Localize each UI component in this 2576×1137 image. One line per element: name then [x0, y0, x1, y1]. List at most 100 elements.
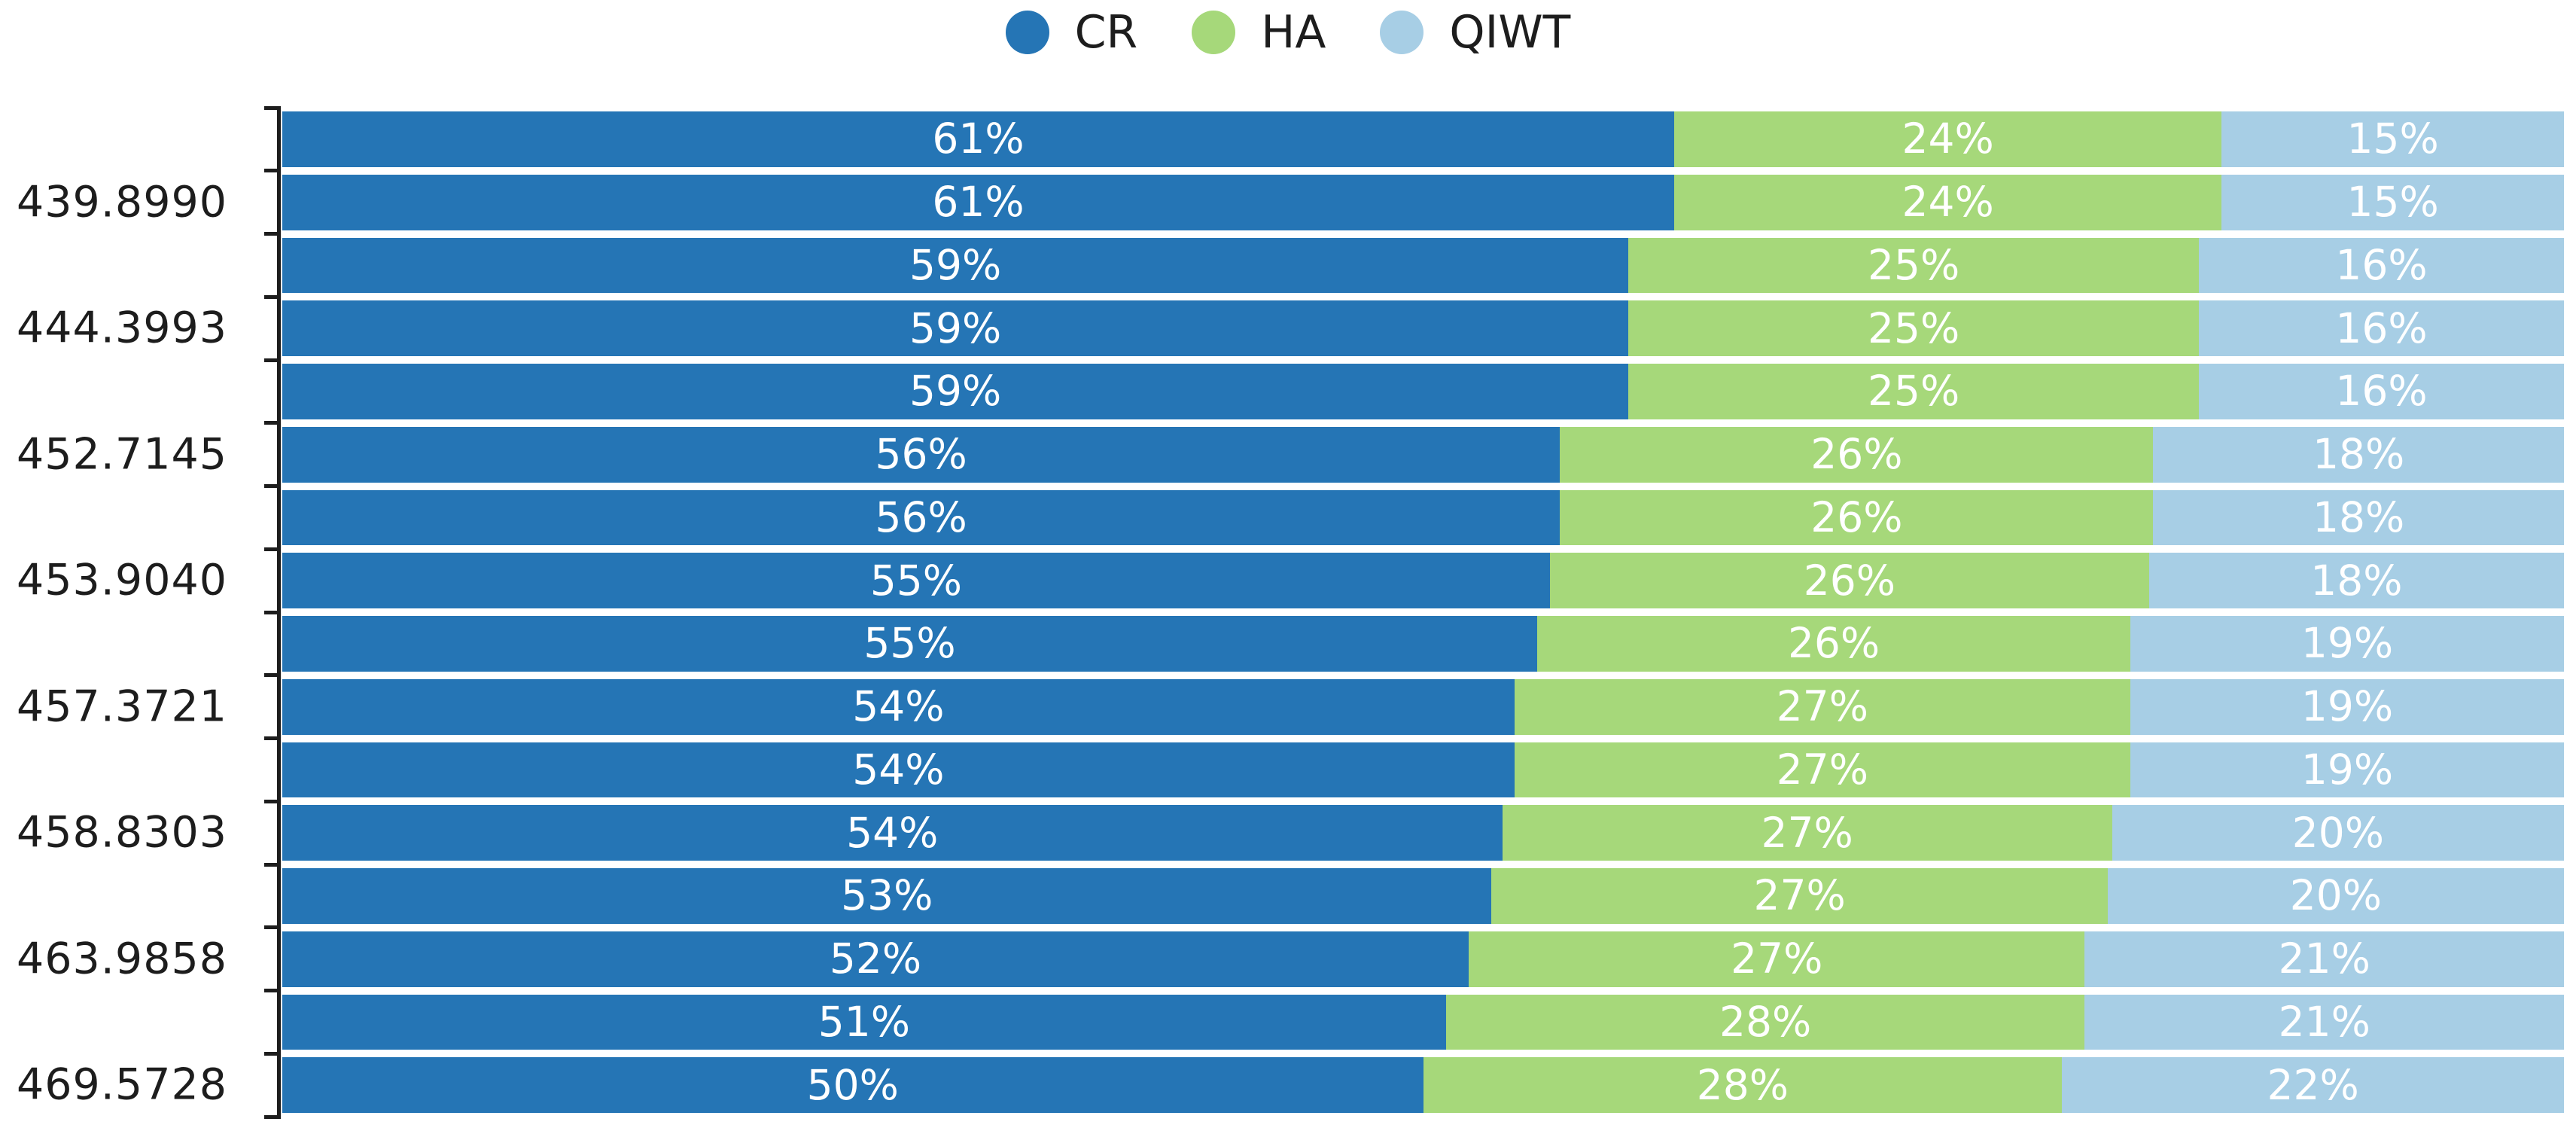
bar-segment-value-label: 27% [1761, 808, 1853, 857]
bar-segment-ha: 27% [1514, 678, 2131, 735]
bar-segment-value-label: 16% [2335, 240, 2428, 289]
bar-segment-cr: 50% [282, 1057, 1423, 1113]
bar-segment-value-label: 21% [2278, 934, 2370, 983]
bar-segment-qiwt: 19% [2130, 616, 2564, 672]
y-axis-tick [264, 736, 281, 740]
bar-segment-value-label: 54% [852, 682, 945, 731]
bar-row: 55% 26% 19% [282, 616, 2564, 672]
bar-segment-value-label: 15% [2346, 178, 2439, 227]
bar-row: 61% 24% 15% [282, 111, 2564, 167]
legend: CR HA QIWT [0, 6, 2576, 59]
y-axis-tick [264, 169, 281, 173]
bar-segment-value-label: 19% [2300, 682, 2394, 731]
bar-segment-cr: 53% [282, 868, 1492, 924]
bar-segment-value-label: 16% [2335, 303, 2428, 352]
y-axis-tick-label: 469.5728 [17, 1059, 227, 1110]
bar-segment-qiwt: 15% [2221, 111, 2564, 167]
bar-segment-cr: 51% [282, 994, 1446, 1050]
y-axis-tick [264, 799, 281, 803]
y-axis-tick-label: 457.3721 [17, 681, 227, 732]
bar-segment-value-label: 26% [1810, 430, 1903, 479]
bar-segment-qiwt: 18% [2153, 489, 2564, 546]
bar-segment-value-label: 26% [1803, 556, 1895, 605]
y-axis-tick-label: 439.8990 [17, 177, 227, 227]
bar-row: 53% 27% 20% [282, 868, 2564, 924]
y-axis-tick-label: 463.9858 [17, 934, 227, 984]
bar-segment-ha: 27% [1491, 868, 2108, 924]
bar-segment-value-label: 54% [846, 808, 939, 857]
bar-segment-value-label: 54% [852, 745, 945, 794]
bar-segment-value-label: 27% [1776, 745, 1869, 794]
y-axis-tick [264, 105, 281, 110]
bar-segment-value-label: 27% [1731, 934, 1823, 983]
bar-segment-ha: 28% [1423, 1057, 2063, 1113]
y-axis-tick [264, 862, 281, 867]
bar-row: 52% 27% 21% [282, 931, 2564, 987]
bar-segment-qiwt: 20% [2112, 805, 2564, 861]
bar-segment-cr: 61% [282, 174, 1674, 230]
legend-marker-qiwt [1380, 11, 1424, 54]
y-axis-tick-label: 453.9040 [17, 555, 227, 605]
bar-row: 50% 28% 22% [282, 1057, 2564, 1113]
legend-marker-cr [1005, 11, 1049, 54]
legend-item-cr: CR [1005, 6, 1138, 59]
bar-segment-ha: 24% [1673, 174, 2222, 230]
bar-segment-value-label: 59% [909, 367, 1002, 416]
bar-segment-value-label: 20% [2291, 808, 2385, 857]
bar-segment-value-label: 28% [1696, 1060, 1789, 1109]
legend-item-ha: HA [1192, 10, 1326, 55]
bar-row: 59% 25% 16% [282, 300, 2564, 356]
bar-segment-value-label: 28% [1719, 997, 1812, 1046]
bar-segment-value-label: 50% [806, 1060, 899, 1109]
y-axis-tick-label: 452.7145 [17, 429, 227, 480]
bar-segment-qiwt: 15% [2221, 174, 2564, 230]
bar-segment-value-label: 51% [818, 997, 911, 1046]
bar-segment-value-label: 19% [2300, 619, 2394, 668]
bar-segment-value-label: 55% [863, 619, 956, 668]
bar-segment-ha: 26% [1549, 553, 2149, 608]
bar-segment-cr: 54% [282, 742, 1515, 798]
y-axis-tick [264, 1114, 281, 1119]
bar-segment-value-label: 25% [1868, 367, 1960, 416]
bar-segment-value-label: 24% [1902, 114, 1994, 163]
bar-row: 59% 25% 16% [282, 237, 2564, 294]
y-axis-tick [264, 232, 281, 236]
bar-segment-value-label: 19% [2300, 745, 2394, 794]
bar-segment-value-label: 16% [2335, 367, 2428, 416]
bar-segment-ha: 24% [1673, 111, 2222, 167]
bar-segment-value-label: 61% [932, 114, 1025, 163]
bar-segment-qiwt: 16% [2199, 300, 2564, 356]
legend-label: CR [1074, 6, 1138, 59]
bar-segment-cr: 59% [282, 300, 1629, 356]
bar-segment-ha: 25% [1628, 237, 2200, 294]
bar-segment-cr: 61% [282, 111, 1674, 167]
bar-segment-cr: 56% [282, 426, 1561, 483]
y-axis-tick-label: 458.8303 [17, 807, 227, 858]
bar-segment-cr: 52% [282, 931, 1469, 987]
y-axis-tick-label: 444.3993 [17, 303, 227, 353]
bar-row: 54% 27% 19% [282, 678, 2564, 735]
bar-segment-value-label: 59% [909, 240, 1002, 289]
bar-segment-value-label: 24% [1902, 178, 1994, 227]
bar-segment-value-label: 26% [1787, 619, 1880, 668]
bar-segment-cr: 55% [282, 553, 1550, 608]
bar-segment-value-label: 26% [1810, 492, 1903, 541]
bar-segment-ha: 27% [1514, 742, 2131, 798]
bar-segment-ha: 25% [1628, 364, 2200, 419]
stacked-bar-chart: 439.8990 444.3993 452.7145 453.9040 457.3721… [0, 105, 2576, 1119]
bar-segment-cr: 54% [282, 805, 1503, 861]
bar-segment-value-label: 27% [1776, 682, 1869, 731]
bar-segment-ha: 27% [1469, 931, 2085, 987]
legend-label: QIWT [1449, 6, 1571, 59]
y-axis-tick [264, 1051, 281, 1056]
bar-segment-cr: 59% [282, 364, 1629, 419]
bar-row: 56% 26% 18% [282, 426, 2564, 483]
bar-segment-value-label: 56% [875, 492, 967, 541]
bar-row: 56% 26% 18% [282, 489, 2564, 546]
bar-segment-value-label: 18% [2310, 556, 2403, 605]
bar-segment-value-label: 25% [1868, 240, 1960, 289]
y-axis-tick [264, 673, 281, 678]
y-axis-tick [264, 294, 281, 299]
bar-segment-ha: 27% [1502, 805, 2112, 861]
bar-segment-cr: 56% [282, 489, 1561, 546]
